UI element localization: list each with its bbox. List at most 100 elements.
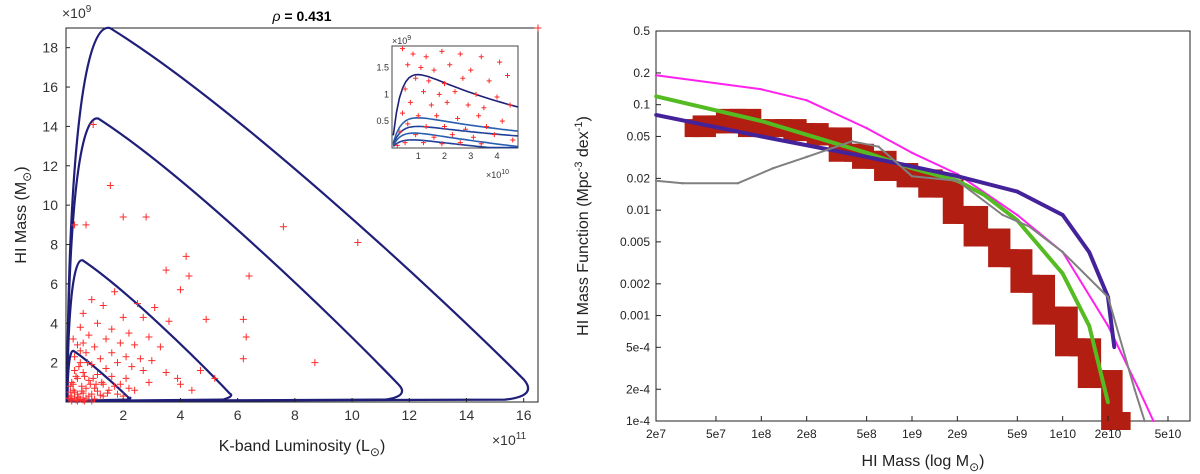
data-point (91, 384, 99, 392)
y-tick-label: 4 (50, 315, 58, 331)
step-link (963, 205, 989, 247)
data-point (89, 120, 97, 128)
series-point-gray (1028, 225, 1031, 228)
data-point (122, 353, 130, 361)
inset-data-point (470, 134, 476, 140)
inset-data-point (431, 67, 437, 73)
step-link (1032, 274, 1056, 325)
inset-data-point (434, 113, 440, 119)
data-point (128, 363, 136, 371)
data-point (165, 317, 173, 325)
data-point (98, 378, 106, 386)
inset-data-point (405, 62, 411, 68)
left-y-ticks: 2 4 6 8 10 12 14 16 18 (42, 40, 70, 371)
inset-data-point (413, 132, 419, 138)
data-point (71, 221, 79, 229)
x-tick-label: 2e7 (646, 427, 666, 441)
x-tick-label: 1e10 (1049, 427, 1076, 441)
inset-data-point (491, 132, 497, 138)
inset-data-point (410, 51, 416, 57)
series-point-green (1060, 271, 1065, 276)
data-point (65, 394, 73, 402)
series-point-magenta (1106, 324, 1110, 327)
inset-data-point (476, 113, 482, 119)
data-point (85, 331, 93, 339)
inset-data-point (455, 115, 461, 121)
data-point (136, 355, 144, 363)
data-point (85, 376, 93, 384)
series-point-magenta (760, 88, 763, 91)
inset-data-point (428, 102, 434, 108)
inset-data-point (499, 118, 505, 124)
series-point-magenta (865, 126, 868, 130)
series-line-green (655, 94, 1110, 403)
data-point (93, 387, 101, 395)
left-points (65, 24, 542, 405)
data-point (156, 343, 164, 351)
data-point (311, 359, 319, 367)
data-point (239, 315, 247, 323)
inset-data-point (439, 141, 445, 147)
series-point-magenta (1137, 388, 1140, 391)
data-point (108, 372, 116, 380)
data-point (239, 355, 247, 363)
inset-data-point (442, 124, 447, 130)
inset-data-point (402, 86, 408, 92)
series-point-green (864, 150, 869, 155)
x-tick-label: 6 (234, 407, 242, 423)
data-point (108, 325, 116, 333)
x-tick-label: 16 (516, 407, 532, 423)
data-point (122, 374, 130, 382)
data-point (119, 213, 127, 221)
data-point (108, 349, 116, 357)
data-point (89, 374, 97, 382)
y-tick-label: 0.01 (627, 203, 651, 217)
left-x-ticks: 2 4 6 8 10 12 14 16 (119, 398, 532, 423)
left-x-label: K-band Luminosity (L⊙) (219, 438, 386, 459)
series-point-purple (1112, 345, 1117, 350)
data-point (76, 323, 84, 331)
data-point (176, 286, 184, 294)
data-point (125, 384, 133, 392)
data-point (93, 319, 101, 327)
left-title: ρ = 0.431 (271, 8, 331, 24)
data-point (279, 223, 287, 231)
inset-data-point (421, 140, 426, 146)
data-point (92, 380, 100, 388)
series-point-purple (654, 113, 658, 117)
data-point (139, 367, 147, 375)
series-point-gray (681, 182, 684, 185)
inset-data-point (442, 81, 447, 87)
data-point (148, 357, 156, 365)
data-point (113, 359, 121, 367)
data-point (103, 389, 111, 397)
inset-y-multiplier: ×109 (392, 35, 411, 46)
data-point (106, 181, 114, 189)
inset-data-point (457, 51, 463, 57)
data-point (93, 370, 101, 378)
series-point-magenta (805, 99, 808, 102)
inset-data-point (426, 78, 432, 84)
data-point (102, 335, 110, 343)
data-point (82, 349, 90, 357)
data-point (88, 361, 96, 369)
inset-x-tick-label: 2 (442, 151, 447, 161)
data-point (96, 355, 104, 363)
y-tick-label: 6 (50, 276, 58, 292)
series-point-gray (1133, 388, 1136, 391)
series-point-gray (1001, 213, 1004, 217)
series-point-purple (759, 134, 764, 139)
right-x-ticks: 2e7 5e7 1e8 2e8 5e8 1e9 2e9 5e9 1e10 2e10 5e10 (646, 416, 1182, 441)
data-point (182, 252, 190, 260)
data-point (76, 359, 84, 367)
data-point (66, 382, 74, 390)
y-tick-label: 0.5 (633, 24, 650, 38)
contour-line-1 (66, 26, 530, 403)
y-tick-label: 5e-4 (626, 340, 650, 354)
series-point-green (982, 192, 986, 197)
data-point (72, 372, 80, 380)
series-point-magenta (910, 151, 914, 154)
right-plot-frame (655, 30, 1191, 422)
inset-data-point (468, 67, 474, 73)
inset-y-tick-label: 0.5 (376, 116, 389, 126)
